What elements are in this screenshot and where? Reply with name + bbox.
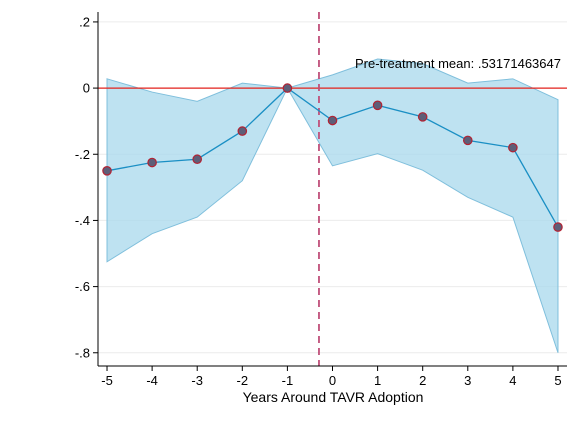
data-point — [147, 157, 157, 168]
x-tick-label: -4 — [146, 373, 158, 388]
confidence-band-layer — [106, 58, 559, 353]
data-point — [462, 135, 473, 146]
x-tick-label: -5 — [101, 373, 113, 388]
series-markers — [102, 83, 563, 232]
pre-treatment-mean-annotation: Pre-treatment mean: .53171463647 — [355, 56, 561, 71]
y-tick-label: -.6 — [75, 279, 90, 294]
x-tick-label: -1 — [282, 373, 294, 388]
confidence-band — [106, 58, 559, 353]
x-tick-label: 3 — [464, 373, 471, 388]
data-point — [282, 83, 293, 93]
data-point — [553, 222, 563, 232]
x-tick-label: 4 — [509, 373, 516, 388]
y-tick-label: -.2 — [75, 147, 90, 162]
data-point — [372, 100, 383, 111]
y-tick-label: .2 — [79, 14, 90, 29]
data-point — [237, 126, 248, 136]
x-tick-label: -2 — [237, 373, 249, 388]
y-tick-label: 0 — [83, 81, 90, 96]
axes: .2 0 -.2 -.4 -.6 -.8 -5 -4 -3 -2 -1 0 1 2 3 4 5 — [75, 12, 567, 388]
y-tick-label: -.4 — [75, 213, 90, 228]
x-tick-label: -3 — [191, 373, 203, 388]
x-tick-label: 5 — [554, 373, 561, 388]
x-tick-label: 1 — [374, 373, 381, 388]
data-point — [417, 112, 428, 122]
x-tick-label: 2 — [419, 373, 426, 388]
data-point — [508, 142, 518, 153]
data-point — [102, 166, 112, 176]
data-point — [327, 115, 338, 126]
reference-lines — [98, 12, 567, 366]
x-tick-label: 0 — [329, 373, 336, 388]
x-axis-title: Years Around TAVR Adoption — [243, 389, 424, 405]
data-point — [192, 154, 203, 165]
y-tick-label: -.8 — [75, 345, 90, 360]
